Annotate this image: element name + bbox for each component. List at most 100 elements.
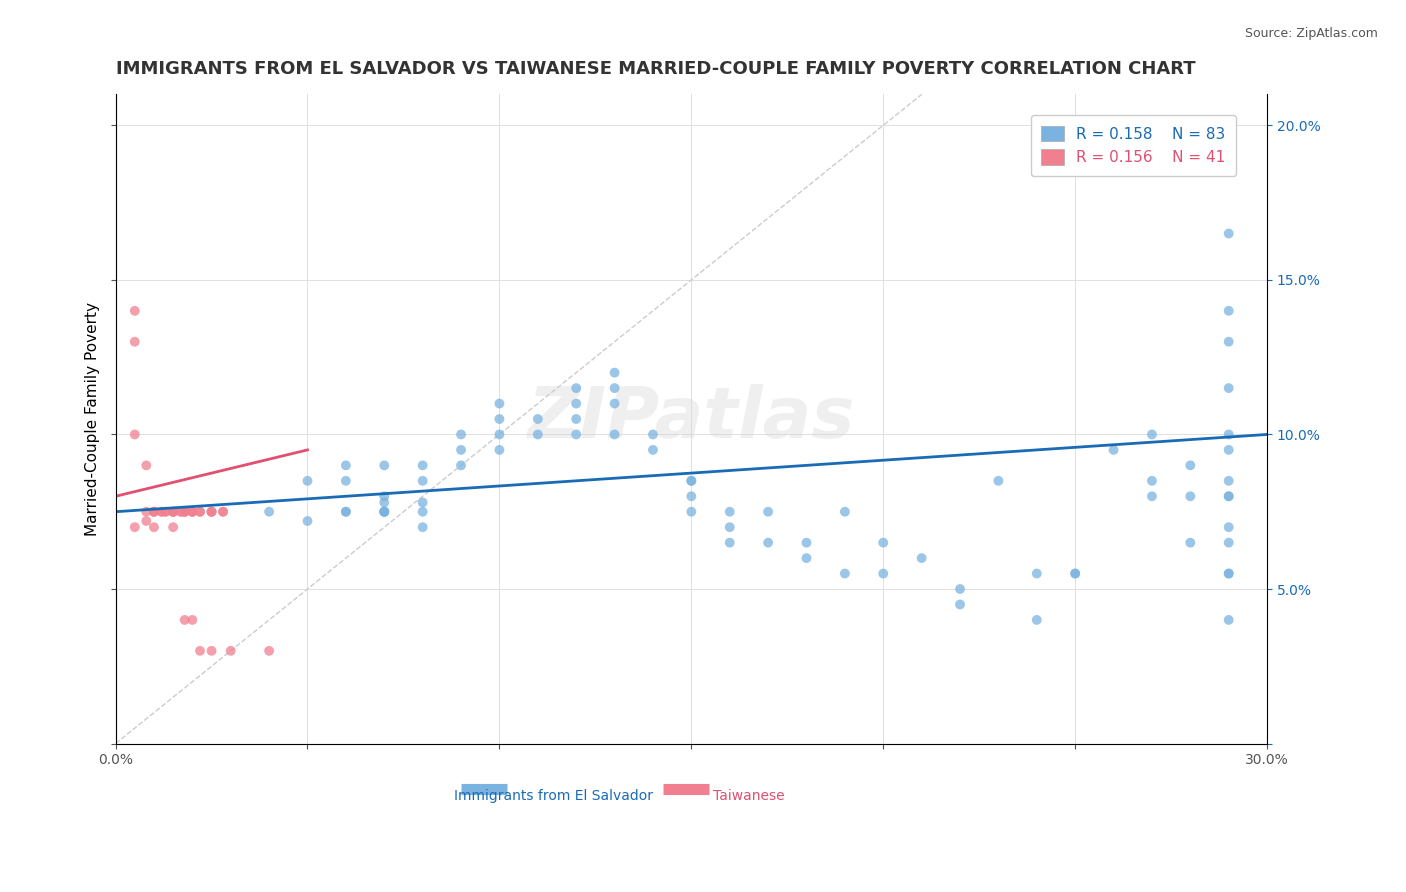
Point: [565, 427, 588, 442]
Point: [1140, 427, 1163, 442]
Point: [135, 505, 157, 519]
Point: [335, 505, 357, 519]
Point: [135, 514, 157, 528]
Point: [641, 442, 664, 457]
Point: [124, 303, 146, 318]
Point: [412, 474, 434, 488]
Point: [1140, 474, 1163, 488]
Text: ZIPatlas: ZIPatlas: [527, 384, 855, 453]
Point: [565, 412, 588, 426]
Point: [162, 505, 184, 519]
Point: [155, 505, 177, 519]
Point: [527, 427, 550, 442]
Point: [173, 505, 195, 519]
Point: [162, 520, 184, 534]
Text: Immigrants from El Salvador: Immigrants from El Salvador: [454, 789, 652, 803]
Point: [681, 505, 703, 519]
Point: [173, 505, 195, 519]
Point: [681, 489, 703, 503]
Point: [1218, 566, 1240, 581]
Point: [143, 505, 166, 519]
Text: Source: ZipAtlas.com: Source: ZipAtlas.com: [1244, 27, 1378, 40]
Text: IMMIGRANTS FROM EL SALVADOR VS TAIWANESE MARRIED-COUPLE FAMILY POVERTY CORRELATI: IMMIGRANTS FROM EL SALVADOR VS TAIWANESE…: [115, 60, 1195, 78]
Point: [124, 520, 146, 534]
Point: [1180, 535, 1202, 549]
Text: Taiwanese: Taiwanese: [713, 789, 785, 803]
Point: [181, 505, 204, 519]
Point: [1218, 303, 1240, 318]
Point: [1180, 458, 1202, 473]
Point: [450, 427, 472, 442]
Point: [488, 412, 510, 426]
Point: [565, 396, 588, 410]
Point: [1025, 613, 1047, 627]
Point: [412, 520, 434, 534]
Point: [1218, 381, 1240, 395]
Point: [872, 566, 894, 581]
Point: [335, 505, 357, 519]
Point: [124, 427, 146, 442]
Legend: R = 0.158    N = 83, R = 0.156    N = 41: R = 0.158 N = 83, R = 0.156 N = 41: [1031, 115, 1236, 176]
Point: [135, 458, 157, 473]
Point: [188, 505, 211, 519]
Point: [188, 505, 211, 519]
Point: [200, 505, 222, 519]
Point: [450, 442, 472, 457]
Point: [834, 505, 856, 519]
Point: [949, 598, 972, 612]
Point: [373, 505, 395, 519]
Point: [488, 396, 510, 410]
Point: [1218, 489, 1240, 503]
Point: [200, 644, 222, 658]
Point: [373, 505, 395, 519]
Point: [681, 474, 703, 488]
Point: [143, 505, 166, 519]
Point: [1218, 442, 1240, 457]
Point: [603, 381, 626, 395]
Point: [718, 535, 741, 549]
Point: [181, 613, 204, 627]
Point: [796, 535, 818, 549]
Point: [257, 644, 280, 658]
Point: [373, 495, 395, 509]
Point: [718, 505, 741, 519]
Point: [257, 505, 280, 519]
Point: [681, 474, 703, 488]
Point: [188, 644, 211, 658]
Point: [796, 551, 818, 566]
Point: [173, 613, 195, 627]
Point: [603, 396, 626, 410]
Point: [718, 520, 741, 534]
Point: [1218, 613, 1240, 627]
Point: [150, 505, 173, 519]
Point: [1218, 520, 1240, 534]
Point: [200, 505, 222, 519]
Point: [1180, 489, 1202, 503]
Point: [1218, 474, 1240, 488]
Point: [162, 505, 184, 519]
Point: [1218, 489, 1240, 503]
Point: [200, 505, 222, 519]
Point: [412, 458, 434, 473]
Point: [1025, 566, 1047, 581]
Point: [1218, 566, 1240, 581]
Point: [297, 514, 319, 528]
Point: [373, 505, 395, 519]
Point: [488, 442, 510, 457]
Point: [603, 366, 626, 380]
Y-axis label: Married-Couple Family Poverty: Married-Couple Family Poverty: [86, 302, 100, 536]
Point: [488, 427, 510, 442]
Point: [1218, 119, 1240, 133]
Point: [373, 505, 395, 519]
Point: [170, 505, 193, 519]
Point: [872, 535, 894, 549]
Point: [162, 505, 184, 519]
Point: [219, 644, 242, 658]
Point: [162, 505, 184, 519]
Point: [756, 505, 779, 519]
Point: [1218, 427, 1240, 442]
Point: [565, 381, 588, 395]
Point: [297, 474, 319, 488]
Point: [124, 334, 146, 349]
Point: [1218, 227, 1240, 241]
